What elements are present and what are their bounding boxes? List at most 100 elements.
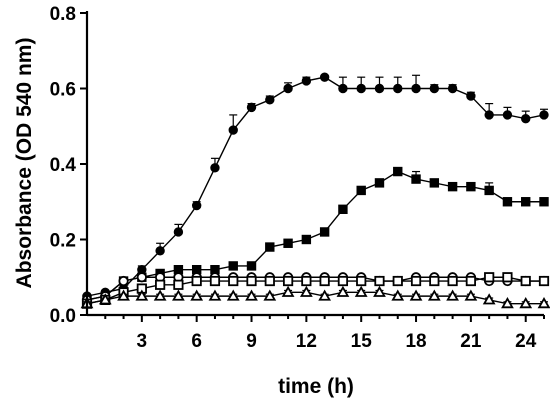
data-point [246,261,257,271]
data-point [264,275,275,287]
data-point [393,83,403,94]
data-point [318,289,332,301]
data-point [319,275,330,287]
data-point [301,234,312,245]
data-point [153,289,167,301]
data-point [263,289,277,301]
data-point [301,76,312,86]
y-tick-label: 0.8 [50,4,76,25]
data-point [210,163,220,173]
data-point [464,289,478,301]
x-tick-label: 3 [137,331,148,352]
data-point [301,275,312,287]
data-point [409,289,423,301]
data-point [393,166,403,177]
data-point [173,227,184,237]
data-point [539,197,549,207]
data-point [136,272,147,283]
data-point [502,110,513,120]
data-point [427,289,441,301]
data-point [228,125,238,135]
data-point [374,83,385,94]
x-tick-label: 24 [515,331,537,352]
series-open-circle [81,272,550,305]
data-point [356,275,367,287]
data-point [484,185,494,196]
data-point [539,110,549,120]
data-point [155,279,166,290]
data-point [356,83,366,94]
data-point [118,275,129,287]
data-point [282,275,294,287]
data-point [447,83,458,94]
data-point [538,275,550,287]
data-point [135,289,149,301]
data-point [392,275,403,287]
data-point [228,275,239,287]
x-axis-title: time (h) [278,375,354,398]
data-point [209,275,221,287]
data-point [245,289,258,301]
data-point [338,204,348,215]
data-point [502,197,513,207]
data-point [191,200,202,211]
data-point [228,261,238,271]
data-point [338,83,348,94]
data-point [447,181,458,192]
data-point [411,83,421,94]
series-filled-square [82,166,549,305]
data-point [484,110,494,120]
data-point [411,174,421,184]
series-layer [80,72,550,309]
data-point [374,275,385,287]
data-point [447,275,458,287]
x-tick-label: 18 [405,331,426,352]
data-point [155,246,165,256]
x-tick-label: 9 [246,331,257,352]
data-point [391,289,405,301]
data-point [465,275,476,287]
data-point [172,289,185,301]
data-point [283,238,293,248]
x-tick-label: 12 [296,331,317,352]
data-point [520,275,531,287]
data-point [501,297,514,309]
data-point [246,275,257,287]
data-point [208,289,222,301]
data-point [281,285,295,297]
data-point [319,227,330,237]
data-point [226,289,240,301]
data-point [117,289,130,301]
data-point [173,279,184,290]
data-point [502,272,513,283]
data-point [319,72,330,82]
data-point [466,181,476,192]
data-point [283,83,293,94]
x-tick-label: 21 [460,331,482,352]
y-tick-label: 0.6 [50,80,76,101]
series-filled-circle [82,72,549,301]
data-point [373,285,386,297]
series-open-triangle [80,285,550,309]
data-point [354,285,368,297]
y-axis-title: Absorbance (OD 540 nm) [13,38,36,289]
data-point [299,285,313,297]
x-tick-label: 6 [191,331,202,352]
data-point [265,95,275,105]
data-point [429,178,440,188]
data-point [190,289,204,301]
data-point [429,83,440,94]
data-point [521,197,531,207]
y-tick-label: 0.2 [50,231,76,252]
data-point [429,275,440,287]
x-tick-label: 15 [351,331,373,352]
data-point [98,293,112,305]
data-point [191,275,202,287]
data-point [521,114,531,124]
data-point [446,289,459,301]
data-point [410,275,422,287]
data-point [356,185,366,196]
data-point [482,293,496,305]
